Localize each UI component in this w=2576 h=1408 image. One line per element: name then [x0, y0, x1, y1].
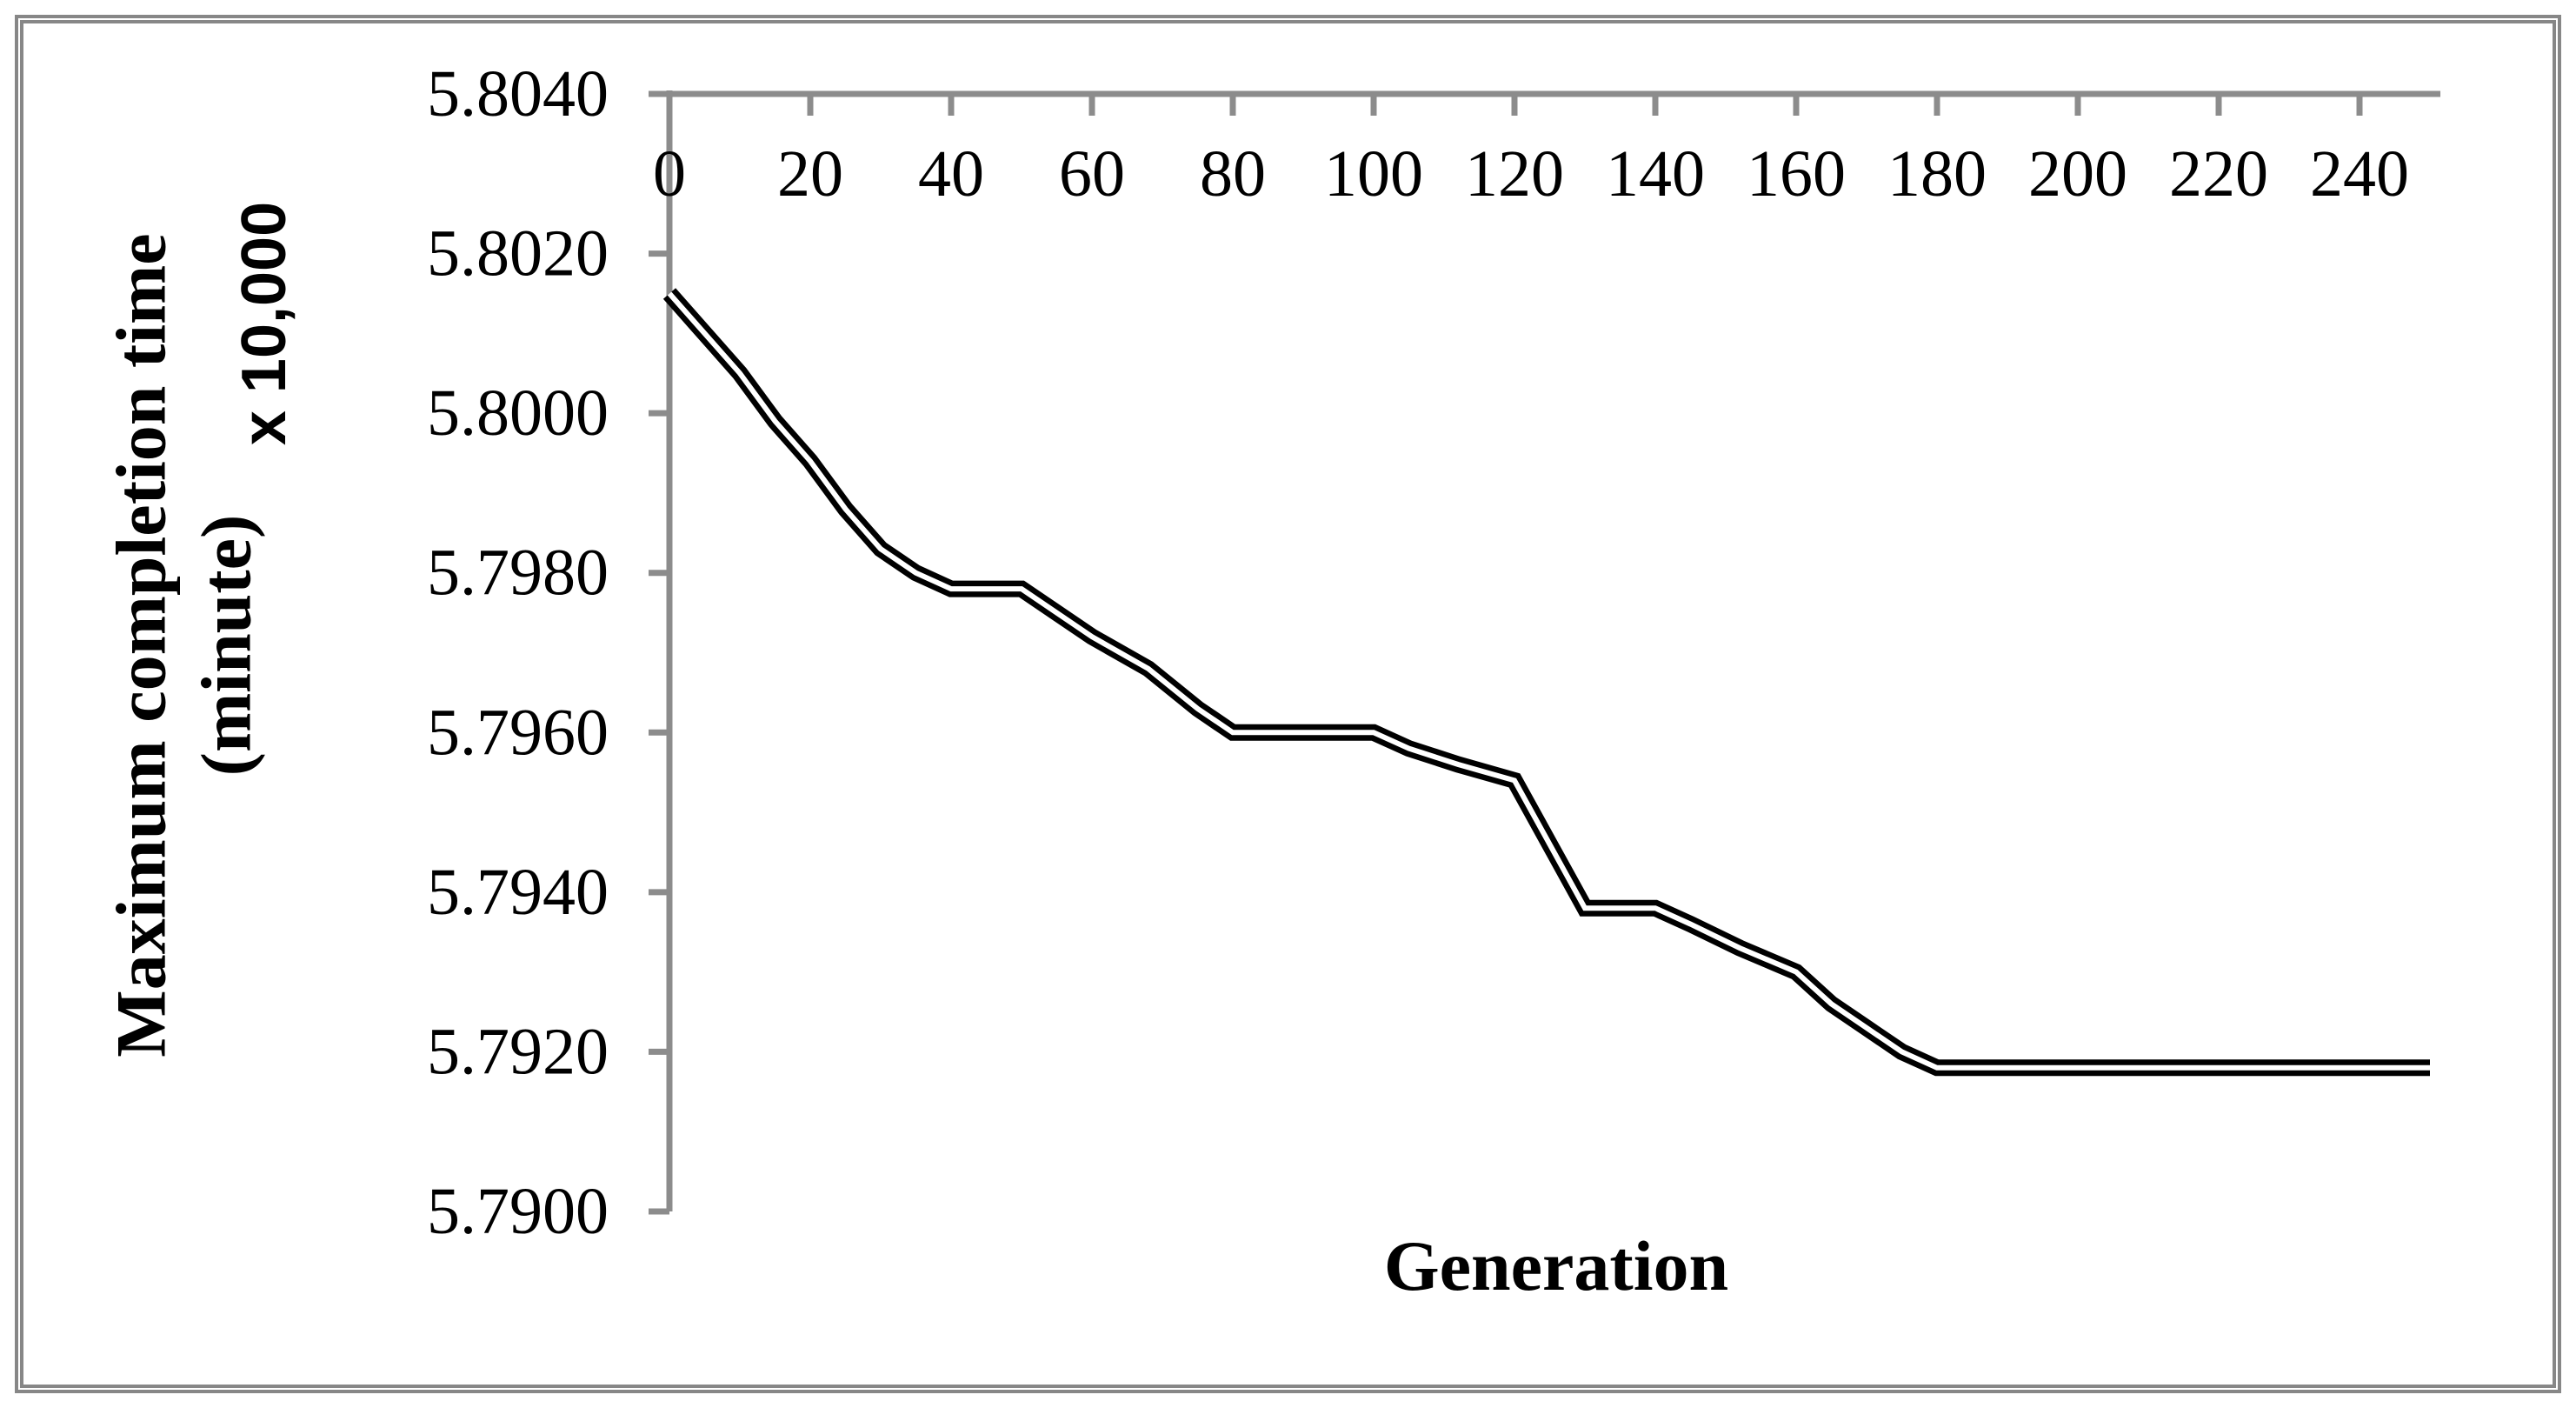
series-line-core	[667, 291, 2430, 1071]
x-tick-label: 180	[1887, 137, 1987, 210]
x-tick-label: 200	[2028, 137, 2127, 210]
y-axis-scale-note: x 10,000	[230, 201, 299, 446]
x-axis-title: Generation	[1383, 1226, 1729, 1305]
y-tick-label: 5.7940	[427, 856, 609, 929]
x-tick-label: 220	[2169, 137, 2268, 210]
series-line-outer	[662, 288, 2430, 1077]
y-tick-label: 5.7980	[427, 537, 609, 610]
y-axis-title-line1: Maximum completion time	[101, 233, 181, 1058]
y-tick-label: 5.7900	[427, 1175, 609, 1248]
x-tick-label: 40	[918, 137, 984, 210]
x-tick-label: 60	[1059, 137, 1125, 210]
x-tick-label: 140	[1606, 137, 1705, 210]
x-tick-label: 80	[1200, 137, 1266, 210]
y-tick-label: 5.8000	[427, 377, 609, 450]
x-tick-label: 100	[1324, 137, 1423, 210]
x-tick-label: 160	[1747, 137, 1846, 210]
x-tick-label: 240	[2310, 137, 2409, 210]
y-tick-label: 5.7920	[427, 1015, 609, 1088]
y-tick-label: 5.7960	[427, 696, 609, 769]
x-tick-label: 120	[1465, 137, 1564, 210]
x-tick-label: 0	[653, 137, 686, 210]
y-tick-label: 5.8040	[427, 57, 609, 130]
y-tick-label: 5.8020	[427, 217, 609, 290]
x-tick-label: 20	[777, 137, 843, 210]
